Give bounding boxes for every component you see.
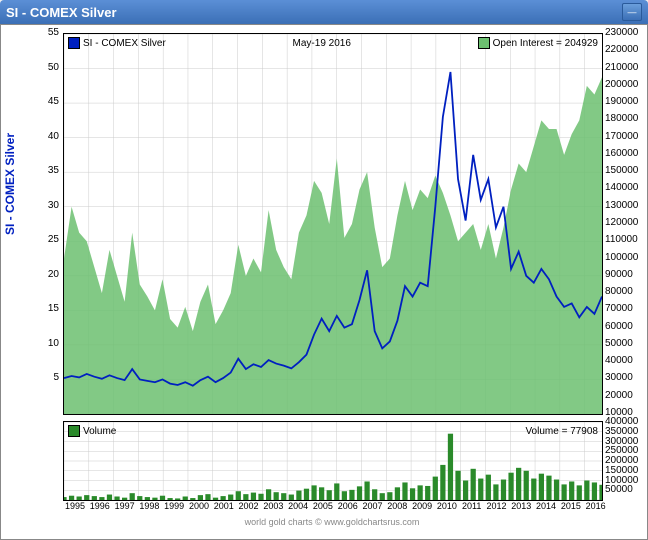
main-legend: SI - COMEX Silver May-19 2016 Open Inter… bbox=[68, 36, 598, 50]
chart-window: SI - COMEX Silver — SI - COMEX Silver 51… bbox=[0, 0, 648, 540]
y-axis-right-ticks: 1000020000300004000050000600007000080000… bbox=[603, 33, 643, 413]
price-swatch bbox=[68, 37, 80, 49]
legend-open-interest: Open Interest = 204929 bbox=[478, 37, 598, 49]
volume-y-ticks: 5000010000015000020000025000030000035000… bbox=[603, 421, 643, 499]
x-axis-ticks: 1995199619971998199920002001200220032004… bbox=[63, 501, 601, 515]
y-axis-left-ticks: 510152025303540455055 bbox=[41, 33, 61, 413]
minimize-icon[interactable]: — bbox=[622, 3, 642, 21]
volume-chart: Volume Volume = 77908 bbox=[63, 421, 603, 501]
y-axis-label: SI - COMEX Silver bbox=[3, 133, 17, 235]
oi-swatch bbox=[478, 37, 490, 49]
legend-volume: Volume bbox=[68, 425, 116, 437]
vol-swatch bbox=[68, 425, 80, 437]
legend-left-text: SI - COMEX Silver bbox=[83, 38, 166, 49]
volume-value: Volume = 77908 bbox=[525, 426, 598, 437]
chart-area: SI - COMEX Silver 510152025303540455055 … bbox=[0, 24, 648, 540]
window-title: SI - COMEX Silver bbox=[6, 5, 117, 20]
volume-legend: Volume Volume = 77908 bbox=[68, 424, 598, 438]
legend-date: May-19 2016 bbox=[293, 38, 351, 49]
titlebar[interactable]: SI - COMEX Silver — bbox=[0, 0, 648, 24]
legend-right-text: Open Interest = 204929 bbox=[493, 38, 598, 49]
footer-credit: world gold charts © www.goldchartsrus.co… bbox=[63, 517, 601, 527]
main-chart: SI - COMEX Silver May-19 2016 Open Inter… bbox=[63, 33, 603, 415]
legend-series-name: SI - COMEX Silver bbox=[68, 37, 166, 49]
volume-label: Volume bbox=[83, 426, 116, 437]
